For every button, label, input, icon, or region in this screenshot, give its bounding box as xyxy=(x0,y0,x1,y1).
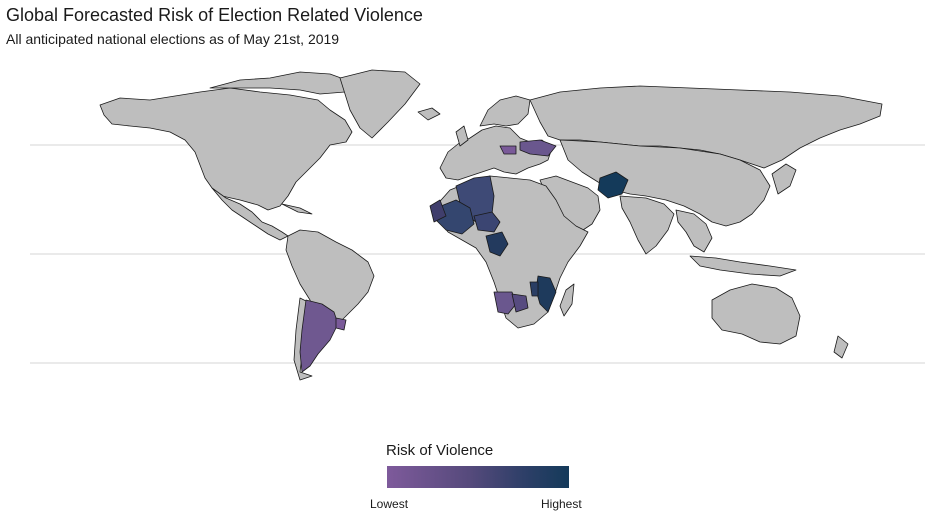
country-botswana xyxy=(511,293,529,313)
country-afghanistan xyxy=(597,171,629,199)
election-countries xyxy=(299,139,629,373)
country-drc xyxy=(485,231,509,257)
country-mauritania xyxy=(429,199,447,223)
country-niger xyxy=(473,211,501,233)
north-america xyxy=(99,87,353,211)
country-malawi xyxy=(529,281,539,297)
scandinavia xyxy=(479,95,531,127)
legend-color-scale xyxy=(387,466,569,488)
map-subtitle: All anticipated national elections as of… xyxy=(6,31,340,47)
map-title: Global Forecasted Risk of Election Relat… xyxy=(6,5,423,25)
legend-title: Risk of Violence xyxy=(386,442,494,459)
indonesia xyxy=(689,255,797,277)
legend-high-label: Highest xyxy=(541,497,582,511)
country-belarus xyxy=(499,145,517,155)
southeast-asia xyxy=(675,209,713,253)
australia xyxy=(711,283,801,345)
new-zealand xyxy=(833,335,849,359)
japan xyxy=(771,163,797,195)
legend-low-label: Lowest xyxy=(370,497,409,511)
india xyxy=(619,195,675,255)
country-mali xyxy=(435,199,475,235)
caribbean xyxy=(281,203,313,215)
south-america xyxy=(285,229,375,331)
country-namibia xyxy=(493,291,517,315)
country-argentina xyxy=(299,299,339,373)
iceland xyxy=(417,107,441,121)
country-ukraine xyxy=(519,139,557,157)
uk xyxy=(455,125,469,147)
greenland xyxy=(339,69,421,139)
madagascar xyxy=(559,283,575,317)
country-uruguay xyxy=(335,317,347,331)
